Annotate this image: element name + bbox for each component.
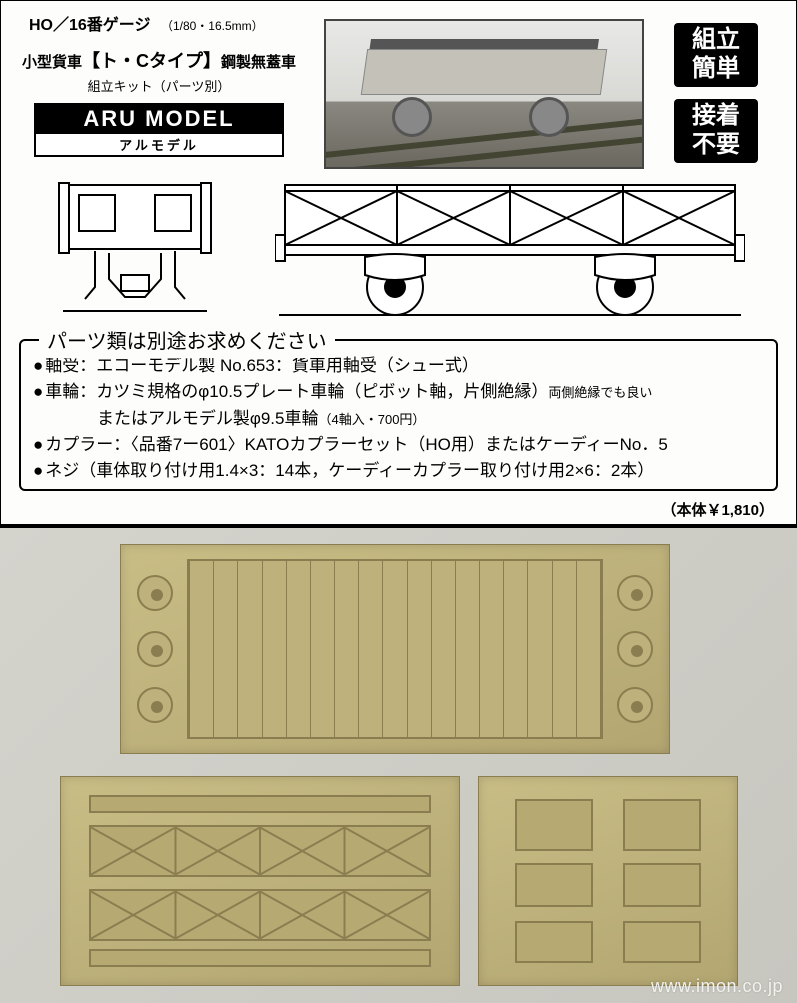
end-panel	[623, 921, 701, 963]
parts-text: ：カツミ規格のφ10.5プレート車輪（ピボット軸，片側絶縁）	[79, 379, 548, 405]
brand-sub-bar: アルモデル	[34, 132, 284, 157]
parts-label: カプラー	[45, 432, 113, 458]
line-diagrams	[45, 179, 755, 329]
badge1-line1: 組立	[692, 26, 740, 55]
end-panel	[515, 799, 593, 851]
parts-text: （車体取り付け用1.4×3：14本，ケーディーカプラー取り付け用2×6：2本）	[79, 458, 654, 484]
watermark: www.imon.co.jp	[651, 976, 783, 997]
brake-disc	[617, 575, 653, 611]
parts-item: ● カプラー ：〈品番7ー601〉KATOカプラーセット（HO用）またはケーディ…	[33, 432, 764, 458]
bullet-icon: ●	[33, 458, 43, 484]
parts-trail: 両側絶縁でも良い	[548, 383, 652, 403]
gauge-sub: （1/80・16.5mm）	[161, 19, 264, 33]
product-title: 小型貨車【ト・Cタイプ】鋼製無蓋車	[19, 47, 299, 73]
etch-bar	[89, 795, 431, 813]
product-suffix: 鋼製無蓋車	[221, 54, 296, 71]
end-panel	[515, 863, 593, 907]
floor-planks	[187, 559, 603, 739]
product-photo	[324, 19, 644, 169]
parts-section: パーツ類は別途お求めください ● 軸受 ：エコーモデル製 No.653：貨車用軸…	[19, 339, 778, 491]
badge-no-glue: 接着 不要	[674, 99, 758, 163]
brake-disc	[137, 687, 173, 723]
badge1-line2: 簡単	[692, 55, 740, 84]
parts-item: ● ネジ （車体取り付け用1.4×3：14本，ケーディーカプラー取り付け用2×6…	[33, 458, 764, 484]
side-panel	[89, 889, 431, 941]
wagon-photo	[364, 49, 604, 127]
parts-item-cont: またはアルモデル製φ9.5車輪 （4軸入・700円）	[97, 406, 764, 432]
brake-disc	[137, 575, 173, 611]
etch-sheet-1	[120, 544, 670, 754]
instruction-card: HO／16番ゲージ （1/80・16.5mm） 小型貨車【ト・Cタイプ】鋼製無蓋…	[0, 0, 797, 525]
etch-sheet-2	[60, 776, 460, 986]
badge-easy-assembly: 組立 簡単	[674, 23, 758, 87]
parts-cont: またはアルモデル製φ9.5車輪	[97, 406, 319, 432]
brand-sub: アルモデル	[36, 134, 282, 155]
etch-photo-section: www.imon.co.jp	[0, 525, 797, 1003]
end-panel	[623, 863, 701, 907]
gauge-line: HO／16番ゲージ （1/80・16.5mm）	[29, 11, 299, 35]
badge2-line2: 不要	[692, 131, 740, 160]
bullet-icon: ●	[33, 432, 43, 458]
wheel-2	[529, 97, 569, 137]
brake-disc	[617, 687, 653, 723]
parts-heading: パーツ類は別途お求めください	[39, 327, 335, 358]
parts-trail: （4軸入・700円）	[319, 410, 426, 430]
parts-text: ：〈品番7ー601〉KATOカプラーセット（HO用）またはケーディーNo．5	[113, 432, 668, 458]
bullet-icon: ●	[33, 379, 43, 405]
badge-group: 組立 簡単 接着 不要	[674, 23, 758, 163]
brand-box: ARU MODEL	[34, 103, 284, 132]
brake-disc	[137, 631, 173, 667]
end-panel	[623, 799, 701, 851]
end-panel	[515, 921, 593, 963]
etch-sheet-3	[478, 776, 738, 986]
side-panel	[89, 825, 431, 877]
parts-item: ● 車輪 ：カツミ規格のφ10.5プレート車輪（ピボット軸，片側絶縁） 両側絶縁…	[33, 379, 764, 405]
parts-label: ネジ	[45, 458, 79, 484]
price-label: （本体￥1,810）	[661, 499, 774, 520]
product-prefix: 小型貨車	[22, 54, 82, 71]
brand-name: ARU MODEL	[34, 106, 284, 132]
header-row: HO／16番ゲージ （1/80・16.5mm） 小型貨車【ト・Cタイプ】鋼製無蓋…	[19, 9, 778, 157]
gauge-main: HO／16番ゲージ	[29, 17, 150, 34]
kit-note: 組立キット（パーツ別）	[19, 76, 299, 95]
etch-bar	[89, 949, 431, 967]
wagon-body	[361, 49, 607, 95]
parts-list: ● 軸受 ：エコーモデル製 No.653：貨車用軸受（シュー式） ● 車輪 ：カ…	[33, 353, 764, 485]
parts-label: 車輪	[45, 379, 79, 405]
diagram-side-view	[275, 179, 745, 319]
wheel-1	[392, 97, 432, 137]
diagram-end-view	[45, 179, 225, 319]
brake-disc	[617, 631, 653, 667]
product-bracket: 【ト・Cタイプ】	[82, 51, 221, 71]
badge2-line1: 接着	[692, 102, 740, 131]
header-left-block: HO／16番ゲージ （1/80・16.5mm） 小型貨車【ト・Cタイプ】鋼製無蓋…	[19, 9, 299, 157]
